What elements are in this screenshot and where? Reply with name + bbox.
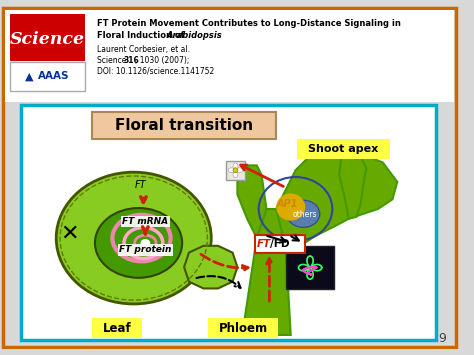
FancyBboxPatch shape [3, 9, 456, 346]
Text: Floral transition: Floral transition [115, 118, 253, 133]
Polygon shape [237, 165, 266, 238]
Ellipse shape [140, 239, 150, 247]
Ellipse shape [287, 200, 320, 228]
Text: Floral Induction of: Floral Induction of [97, 31, 190, 40]
Text: 316: 316 [123, 56, 139, 65]
Text: , 1030 (2007);: , 1030 (2007); [135, 56, 189, 65]
Text: Phloem: Phloem [219, 322, 268, 335]
Ellipse shape [236, 168, 243, 173]
Ellipse shape [233, 171, 238, 178]
FancyBboxPatch shape [298, 139, 390, 159]
FancyBboxPatch shape [92, 112, 276, 139]
Text: Leaf: Leaf [103, 322, 132, 335]
FancyBboxPatch shape [286, 246, 334, 289]
FancyBboxPatch shape [5, 10, 455, 102]
Ellipse shape [228, 168, 235, 173]
Text: FT: FT [257, 239, 271, 249]
Text: FT mRNA: FT mRNA [122, 217, 168, 226]
FancyBboxPatch shape [209, 318, 278, 338]
Text: others: others [293, 210, 318, 219]
Text: ✕: ✕ [61, 223, 79, 243]
Text: AAAS: AAAS [37, 71, 69, 81]
Polygon shape [339, 153, 366, 219]
Text: FT Protein Movement Contributes to Long-Distance Signaling in: FT Protein Movement Contributes to Long-… [97, 19, 401, 28]
Text: ▲: ▲ [25, 71, 33, 81]
Ellipse shape [233, 163, 238, 170]
FancyBboxPatch shape [255, 235, 305, 253]
Text: FT protein: FT protein [119, 245, 172, 254]
Ellipse shape [233, 168, 238, 173]
Text: Shoot apex: Shoot apex [309, 144, 379, 154]
FancyBboxPatch shape [21, 105, 436, 340]
Text: AP1: AP1 [277, 199, 299, 209]
Text: DOI: 10.1126/science.1141752: DOI: 10.1126/science.1141752 [97, 66, 214, 76]
Text: /FD: /FD [270, 239, 290, 249]
Ellipse shape [95, 208, 182, 278]
Polygon shape [184, 246, 237, 289]
Text: Science: Science [97, 56, 128, 65]
Text: Arabidopsis: Arabidopsis [167, 31, 222, 40]
Ellipse shape [276, 193, 305, 220]
FancyBboxPatch shape [92, 318, 143, 338]
Text: FT: FT [135, 180, 146, 190]
FancyBboxPatch shape [226, 160, 245, 180]
FancyBboxPatch shape [9, 62, 85, 91]
Polygon shape [242, 209, 291, 335]
Text: Laurent Corbesier, et al.: Laurent Corbesier, et al. [97, 45, 190, 54]
Polygon shape [276, 151, 397, 248]
Ellipse shape [56, 172, 211, 304]
Text: 9: 9 [438, 332, 446, 345]
FancyBboxPatch shape [9, 14, 85, 61]
Text: Science: Science [10, 31, 85, 48]
